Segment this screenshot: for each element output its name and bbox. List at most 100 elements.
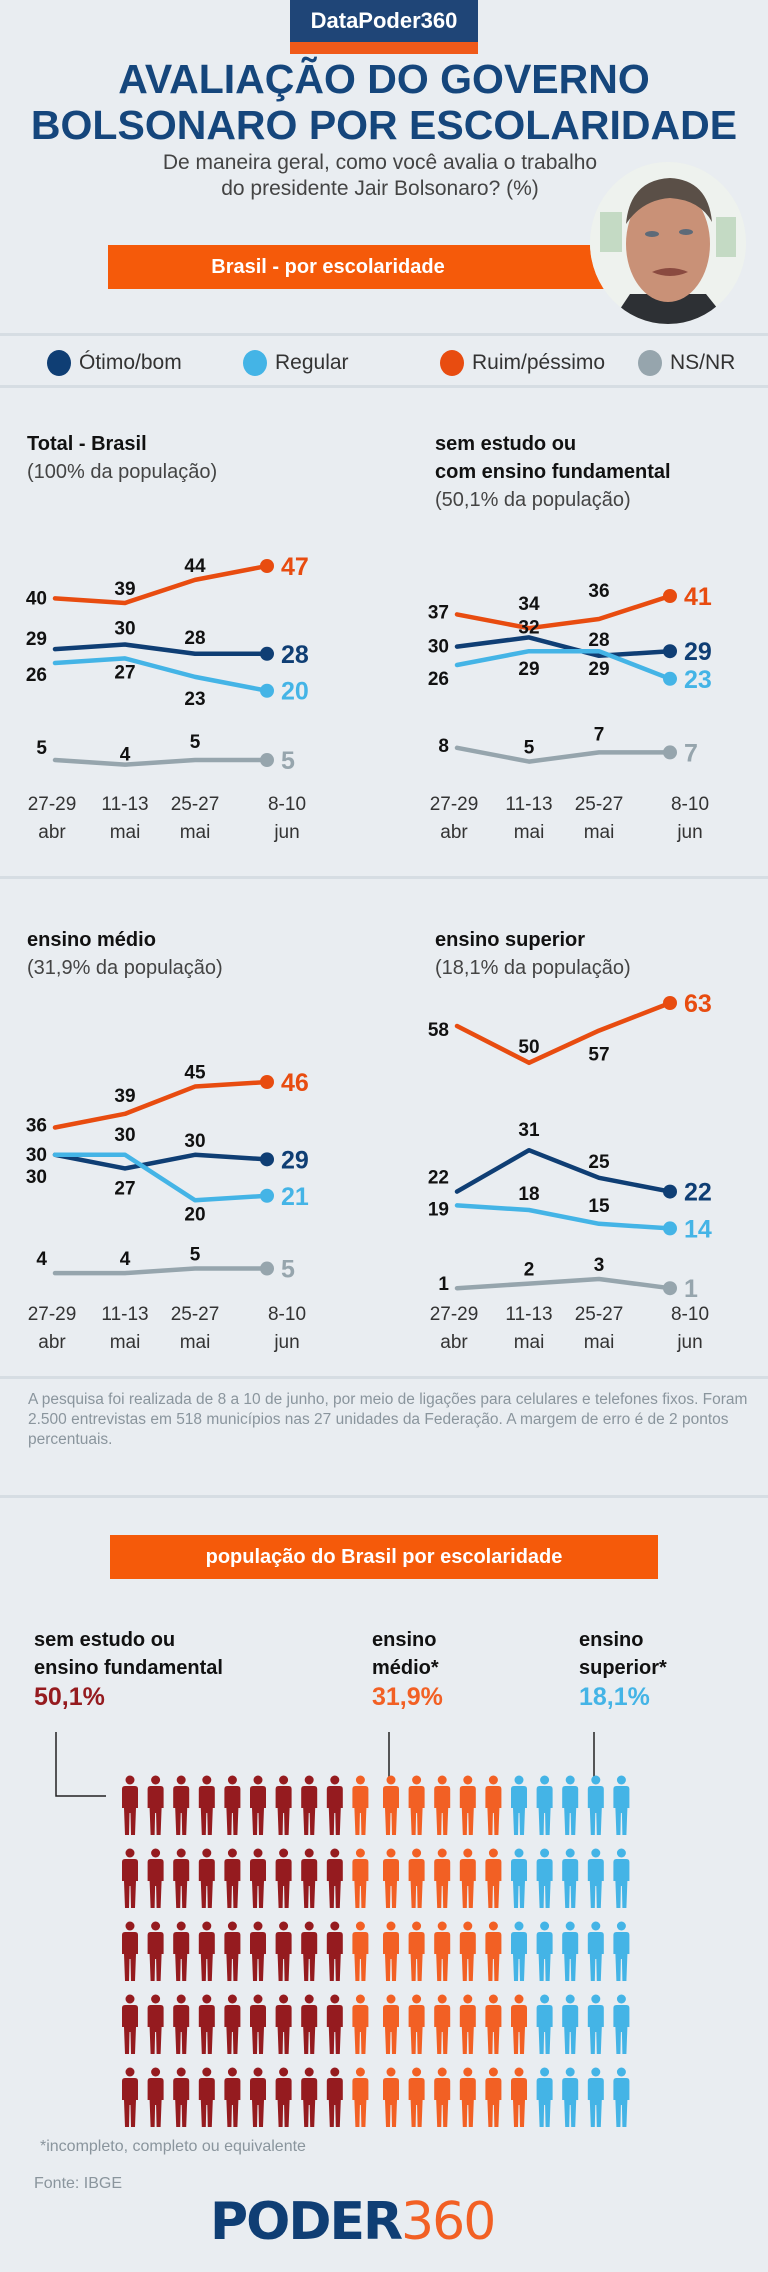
end-point-ns_nr bbox=[663, 745, 677, 760]
person-head bbox=[565, 2067, 575, 2077]
person-head bbox=[412, 2067, 422, 2077]
data-label: 28 bbox=[588, 630, 609, 651]
person-body bbox=[511, 2005, 527, 2054]
series-line-ns_nr bbox=[454, 1276, 673, 1291]
person-head bbox=[386, 1775, 396, 1785]
person-body bbox=[408, 1786, 425, 1835]
divider bbox=[0, 1495, 768, 1498]
data-label-final: 22 bbox=[684, 1179, 712, 1207]
x-tick-label: 8-10 bbox=[268, 1304, 306, 1325]
person-head bbox=[125, 1848, 135, 1858]
person-icon bbox=[326, 1921, 343, 1981]
person-icon bbox=[485, 1921, 502, 1981]
data-label: 26 bbox=[26, 665, 47, 686]
person-head bbox=[514, 2067, 524, 2077]
president-photo bbox=[590, 162, 746, 324]
person-icon bbox=[434, 1921, 451, 1981]
legend-label: NS/NR bbox=[670, 351, 736, 374]
person-body bbox=[198, 1859, 215, 1908]
data-label-final: 47 bbox=[281, 553, 309, 581]
person-head bbox=[202, 1775, 212, 1785]
person-body bbox=[434, 2005, 451, 2054]
data-label: 34 bbox=[518, 594, 540, 615]
person-body bbox=[536, 1932, 553, 1981]
person-body bbox=[408, 1859, 425, 1908]
pop-label-line1: ensino bbox=[579, 1629, 644, 1651]
person-head bbox=[616, 1775, 626, 1785]
panel-subtitle: (100% da população) bbox=[27, 461, 218, 483]
person-head bbox=[125, 1921, 135, 1931]
person-head bbox=[488, 1921, 498, 1931]
data-label: 39 bbox=[114, 579, 135, 600]
x-tick-label: mai bbox=[514, 822, 545, 843]
person-icon bbox=[326, 2067, 343, 2127]
person-head bbox=[304, 1994, 314, 2004]
series-line-regular bbox=[454, 1203, 673, 1231]
person-head bbox=[514, 1775, 524, 1785]
person-head bbox=[279, 2067, 289, 2077]
data-label: 5 bbox=[190, 732, 201, 753]
x-tick-label: 27-29 bbox=[430, 794, 479, 815]
legend-item-regular: Regular bbox=[243, 350, 349, 376]
person-body bbox=[485, 2078, 502, 2127]
person-body bbox=[275, 1786, 292, 1835]
person-body bbox=[511, 1859, 527, 1908]
person-body bbox=[613, 2005, 630, 2054]
person-icon bbox=[147, 1848, 164, 1908]
person-body bbox=[434, 1932, 451, 1981]
person-icon bbox=[122, 1775, 138, 1835]
person-body bbox=[562, 1932, 579, 1981]
data-label: 25 bbox=[588, 1152, 610, 1173]
person-icon bbox=[326, 1848, 343, 1908]
series-line-regular bbox=[52, 1152, 270, 1203]
person-icon bbox=[301, 1921, 318, 1981]
person-head bbox=[253, 1994, 263, 2004]
person-icon bbox=[275, 1775, 292, 1835]
legend-item-ruim-pessimo: Ruim/péssimo bbox=[440, 350, 605, 376]
person-head bbox=[386, 2067, 396, 2077]
person-body bbox=[511, 1786, 527, 1835]
data-label: 30 bbox=[184, 1131, 205, 1152]
person-head bbox=[514, 1994, 524, 2004]
data-label-final: 29 bbox=[684, 638, 712, 666]
data-label: 29 bbox=[26, 629, 47, 650]
person-head bbox=[253, 1775, 263, 1785]
pop-label-fundamental: sem estudo ou ensino fundamental 50,1% bbox=[34, 1626, 223, 1712]
pop-label-line2: médio* bbox=[372, 1657, 439, 1679]
person-icon bbox=[485, 2067, 502, 2127]
data-label-final: 23 bbox=[684, 666, 712, 694]
person-body bbox=[408, 2078, 425, 2127]
person-head bbox=[488, 2067, 498, 2077]
pop-label-line2: superior* bbox=[579, 1657, 667, 1679]
person-icon bbox=[562, 1994, 579, 2054]
person-body bbox=[198, 2078, 215, 2127]
person-body bbox=[434, 1786, 451, 1835]
person-body bbox=[326, 2005, 343, 2054]
data-label: 29 bbox=[518, 659, 539, 680]
person-body bbox=[250, 2078, 266, 2127]
person-head bbox=[253, 2067, 263, 2077]
data-label: 58 bbox=[428, 1020, 449, 1041]
data-label: 26 bbox=[428, 669, 449, 690]
x-tick-label: mai bbox=[180, 1332, 211, 1353]
person-icon bbox=[587, 2067, 604, 2127]
person-body bbox=[352, 2005, 369, 2054]
data-label-final: 41 bbox=[684, 583, 712, 611]
data-label: 30 bbox=[26, 1167, 47, 1188]
data-label: 15 bbox=[588, 1196, 610, 1217]
person-icon bbox=[459, 1921, 476, 1981]
pop-label-superior: ensino superior* 18,1% bbox=[579, 1626, 667, 1712]
person-head bbox=[540, 1994, 550, 2004]
data-label: 45 bbox=[184, 1063, 206, 1084]
person-icon bbox=[301, 1848, 318, 1908]
line-chart-total: 40 39 44 47 29 30 28 28 26 27 23 20 5 4 5 5 27-29 abr 11-1… bbox=[26, 553, 309, 843]
person-body bbox=[326, 2078, 343, 2127]
data-label: 8 bbox=[438, 736, 449, 757]
person-body bbox=[198, 2005, 215, 2054]
person-icon bbox=[301, 1775, 318, 1835]
person-icon bbox=[122, 1921, 138, 1981]
data-label: 5 bbox=[190, 1245, 201, 1266]
